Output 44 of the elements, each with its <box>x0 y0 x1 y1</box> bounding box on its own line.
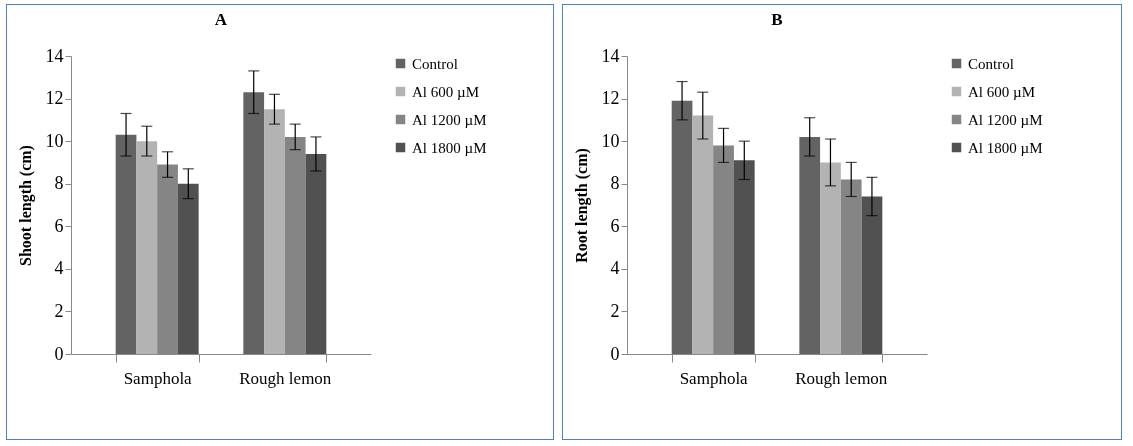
legend-label: Control <box>412 55 458 72</box>
bar <box>820 162 841 354</box>
bar <box>799 136 821 354</box>
x-tick-label: Samphola <box>123 368 193 388</box>
y-tick-label: 8 <box>610 173 620 194</box>
y-tick-label: 2 <box>54 300 64 321</box>
x-tick-label: Samphola <box>679 368 749 388</box>
bar <box>733 160 755 354</box>
legend-label: Control <box>968 55 1014 72</box>
x-tick-label: Rough lemon <box>239 368 332 388</box>
y-axis-title: Root length (cm) <box>572 148 591 263</box>
y-tick-label: 4 <box>54 258 64 279</box>
chart-title: B <box>771 10 783 29</box>
y-tick-label: 14 <box>45 45 64 66</box>
bar <box>671 100 693 354</box>
chart-title: A <box>214 10 228 29</box>
bar <box>264 109 285 354</box>
y-tick-label: 4 <box>610 258 620 279</box>
y-tick-label: 10 <box>601 130 620 151</box>
bar <box>115 134 137 354</box>
legend-label: Al 1800 µM <box>968 139 1043 156</box>
y-tick-label: 14 <box>601 45 620 66</box>
bar <box>861 196 883 354</box>
bar <box>243 92 265 354</box>
y-tick-label: 0 <box>54 343 64 364</box>
legend-label: Al 600 µM <box>412 83 479 100</box>
y-tick-label: 10 <box>45 130 64 151</box>
y-tick-label: 12 <box>45 88 64 109</box>
legend-label: Al 1200 µM <box>412 111 487 128</box>
legend-label: Al 600 µM <box>968 83 1035 100</box>
y-tick-label: 6 <box>54 215 64 236</box>
x-tick-label: Rough lemon <box>795 368 888 388</box>
bar <box>305 153 327 354</box>
legend-label: Al 1200 µM <box>968 111 1043 128</box>
y-axis-title: Shoot length (cm) <box>16 145 35 266</box>
y-tick-label: 6 <box>610 215 620 236</box>
y-tick-label: 12 <box>601 88 620 109</box>
bar <box>692 115 714 354</box>
y-tick-label: 2 <box>610 300 620 321</box>
y-tick-label: 8 <box>54 173 64 194</box>
bar <box>177 183 199 354</box>
y-tick-label: 0 <box>610 343 620 364</box>
legend-label: Al 1800 µM <box>412 139 487 156</box>
bar <box>136 141 158 354</box>
